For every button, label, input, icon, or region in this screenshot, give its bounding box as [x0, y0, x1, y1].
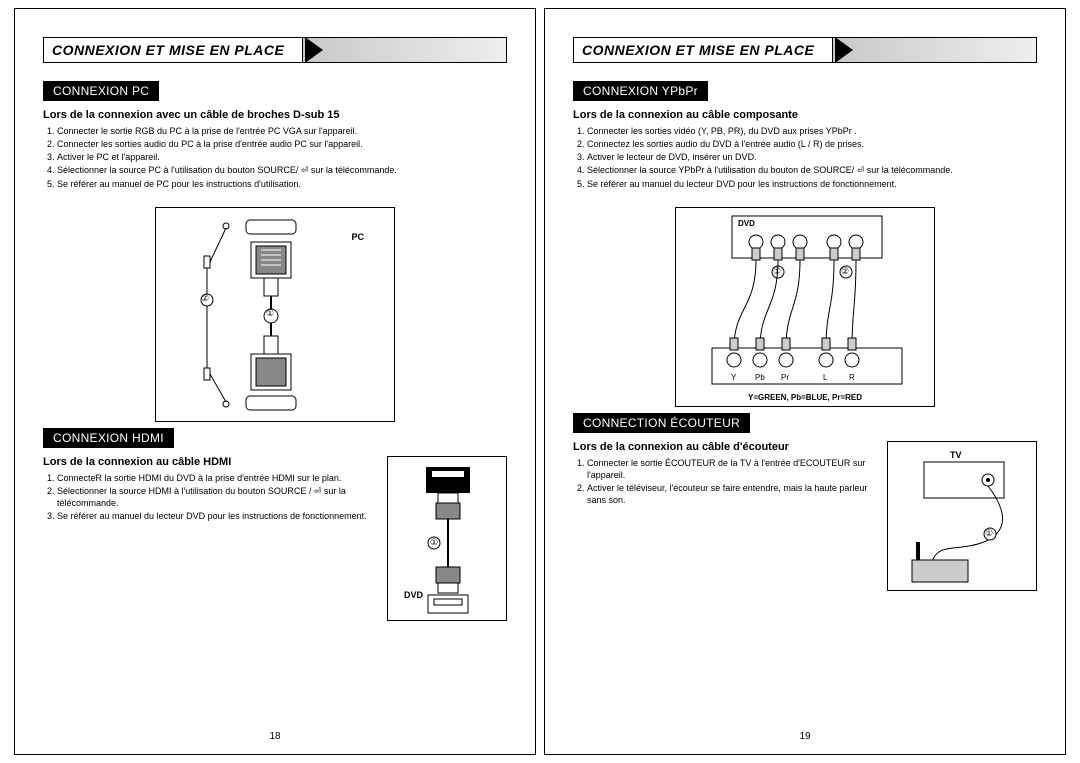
- ypbpr-diagram-icon: DVD: [676, 208, 936, 408]
- steps-pc: Connecter le sortie RGB du PC à la prise…: [43, 125, 507, 191]
- subheader-hdmi: Lors de la connexion au câble HDMI: [43, 456, 377, 468]
- title-bar-left: CONNEXION ET MISE EN PLACE: [43, 37, 507, 63]
- section-header-hdmi: CONNEXION HDMI: [43, 428, 174, 448]
- section-header-ecouteur: CONNECTION ÉCOUTEUR: [573, 413, 750, 433]
- page-number-left: 18: [43, 723, 507, 742]
- page-title-right: CONNEXION ET MISE EN PLACE: [573, 37, 833, 63]
- subheader-ypbpr: Lors de la connexion au câble composante: [573, 109, 1037, 121]
- steps-ecouteur: Connecter le sortie ÉCOUTEUR de la TV à …: [573, 457, 877, 507]
- page-right: CONNEXION ET MISE EN PLACE CONNEXION YPb…: [544, 8, 1066, 755]
- fig-label-dvd: DVD: [404, 590, 423, 600]
- page-left: CONNEXION ET MISE EN PLACE CONNEXION PC …: [14, 8, 536, 755]
- page-title-left: CONNEXION ET MISE EN PLACE: [43, 37, 303, 63]
- svg-text:Y: Y: [731, 373, 737, 382]
- section-header-ypbpr: CONNEXION YPbPr: [573, 81, 708, 101]
- steps-ypbpr: Connecter les sorties vidéo (Y, PB, PR),…: [573, 125, 1037, 191]
- fig-label-pc: PC: [351, 232, 364, 242]
- svg-text:DVD: DVD: [738, 219, 755, 228]
- fig-label-tv: TV: [950, 450, 962, 460]
- fig-label-hdmi: HDMI: [434, 479, 457, 489]
- svg-text:L: L: [823, 373, 828, 382]
- svg-text:Pb: Pb: [755, 373, 765, 382]
- subheader-ecouteur: Lors de la connexion au câble d'écouteur: [573, 441, 877, 453]
- steps-hdmi: ConnecteR la sortie HDMI du DVD à la pri…: [43, 472, 377, 523]
- fig-legend-ypbpr: Y=GREEN, Pb=BLUE, Pr=RED: [676, 393, 934, 402]
- section-header-pc: CONNEXION PC: [43, 81, 159, 101]
- ecouteur-diagram-icon: [888, 442, 1038, 592]
- svg-text:Pr: Pr: [781, 373, 789, 382]
- figure-ypbpr: DVD: [675, 207, 935, 407]
- svg-text:R: R: [849, 373, 855, 382]
- figure-ecouteur: TV ①: [887, 441, 1037, 591]
- page-number-right: 19: [573, 723, 1037, 742]
- subheader-pc: Lors de la connexion avec un câble de br…: [43, 109, 507, 121]
- figure-hdmi: HDMI DVD ①: [387, 456, 507, 621]
- title-bar-right: CONNEXION ET MISE EN PLACE: [573, 37, 1037, 63]
- figure-pc: PC: [155, 207, 395, 422]
